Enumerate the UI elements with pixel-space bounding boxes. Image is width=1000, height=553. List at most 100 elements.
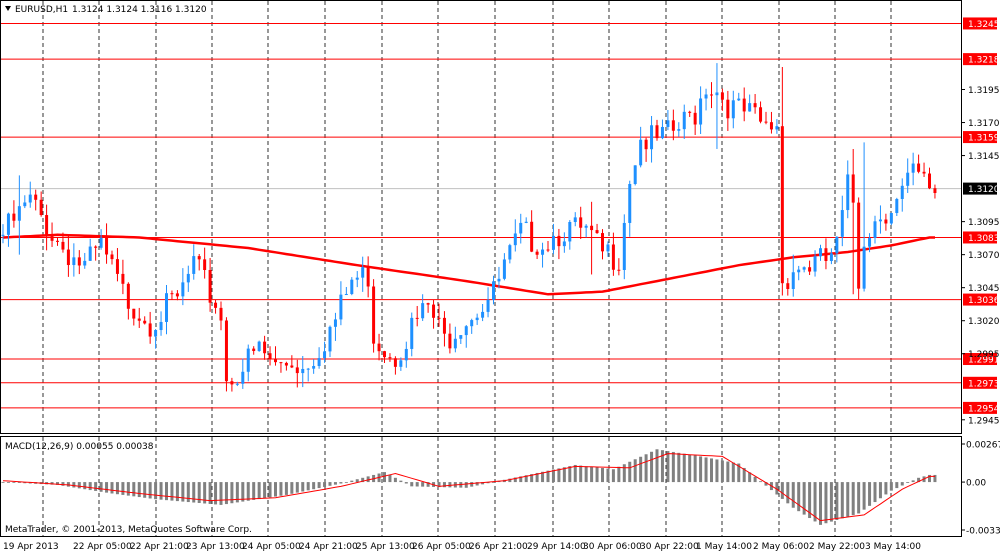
candle-body	[263, 341, 267, 354]
candle-body	[121, 273, 125, 284]
candle-body	[846, 174, 850, 211]
level-price-tag	[963, 376, 997, 389]
price-tick-label: 1.2945	[968, 416, 1000, 426]
candle-body	[214, 302, 218, 308]
time-tick-label: 22 Apr 21:00	[130, 542, 189, 552]
macd-bar	[650, 451, 654, 483]
candle-body	[693, 112, 697, 125]
macd-bar	[105, 482, 109, 493]
candle-body	[110, 254, 114, 260]
candle-body	[355, 277, 359, 280]
candle-body	[290, 365, 294, 368]
macd-bar	[693, 455, 697, 483]
triangle-down-icon[interactable]	[5, 6, 11, 11]
macd-bar	[284, 482, 288, 495]
candle-body	[126, 283, 130, 309]
time-tick-label: 30 Apr 22:00	[640, 542, 699, 552]
macd-bar	[312, 482, 316, 490]
macd-bar	[726, 461, 730, 483]
candle-body	[492, 281, 495, 300]
candle-body	[808, 267, 812, 272]
candle-body	[306, 368, 310, 370]
candle-body	[851, 174, 855, 203]
level-lines[interactable]	[1, 22, 961, 409]
macd-bar	[404, 482, 408, 484]
macd-bar	[426, 482, 430, 487]
candle-body	[660, 126, 664, 139]
price-axis: 1.32451.32181.31591.30831.30361.29911.29…	[961, 17, 1000, 426]
candle-body	[350, 279, 354, 295]
candle-body	[1, 234, 5, 236]
symbol-label: EURUSD,H1	[15, 5, 68, 15]
macd-bar	[704, 457, 708, 483]
macd-panel-frame	[0, 436, 962, 537]
macd-bar	[622, 464, 626, 483]
macd-bar	[6, 482, 10, 483]
price-tick-label: 1.3045	[968, 284, 1000, 294]
candle-body	[797, 269, 801, 273]
candle-body	[889, 213, 893, 224]
macd-bar	[590, 466, 594, 483]
level-price-tag	[963, 53, 997, 66]
macd-bar	[764, 482, 768, 486]
macd-bar	[601, 468, 604, 483]
level-price-label: 1.3159	[968, 134, 1000, 144]
candle-body	[677, 129, 681, 131]
macd-bar	[56, 482, 59, 485]
candle-body	[562, 241, 566, 247]
macd-bar	[699, 456, 703, 483]
candle-body	[868, 237, 872, 247]
candle-body	[333, 319, 337, 327]
macd-signal-line	[2, 453, 935, 522]
candle-body	[601, 233, 604, 252]
macd-bar	[143, 482, 147, 498]
candle-body	[268, 353, 272, 360]
candle-body	[688, 111, 692, 113]
candle-body	[759, 107, 763, 122]
candle-body	[900, 185, 904, 199]
macd-bar	[241, 482, 245, 502]
macd-bar	[437, 482, 441, 488]
macd-bar	[94, 482, 98, 491]
candle-body	[399, 360, 403, 367]
macd-bar	[415, 482, 419, 487]
macd-bar	[246, 482, 250, 501]
candle-body	[235, 383, 239, 385]
candle-body	[192, 256, 196, 274]
macd-bar	[203, 482, 207, 504]
macd-bar	[208, 482, 212, 504]
macd-bar	[110, 482, 114, 494]
time-tick-label: 2 May 22:00	[809, 542, 865, 552]
candle-body	[105, 237, 109, 255]
candle-body	[628, 183, 632, 223]
candle-body	[791, 272, 795, 290]
candle-body	[590, 225, 594, 231]
macd-bar	[508, 478, 512, 483]
candle-body	[388, 357, 392, 359]
macd-bar	[159, 482, 163, 500]
candle-body	[50, 236, 54, 241]
macd-bar	[906, 482, 910, 483]
macd-bar	[252, 482, 256, 500]
macd-bar	[644, 454, 648, 483]
candle-body	[393, 358, 397, 367]
candle-body	[568, 221, 572, 242]
macd-bar	[611, 469, 615, 483]
candle-body	[644, 139, 648, 150]
macd-bar	[797, 482, 801, 512]
macd-bar	[83, 482, 87, 490]
candle-body	[137, 318, 141, 321]
candle-body	[148, 323, 152, 337]
level-price-label: 1.3083	[968, 234, 1000, 244]
macd-bar	[780, 482, 784, 499]
macd-bar	[421, 482, 425, 487]
macd-bar	[263, 482, 267, 499]
candle-body	[742, 98, 746, 112]
candle-body	[175, 293, 179, 297]
macd-bar	[192, 482, 196, 503]
candle-body	[715, 92, 719, 96]
current-price-label: 1.3120	[968, 185, 1000, 195]
macd-bar	[186, 482, 190, 503]
